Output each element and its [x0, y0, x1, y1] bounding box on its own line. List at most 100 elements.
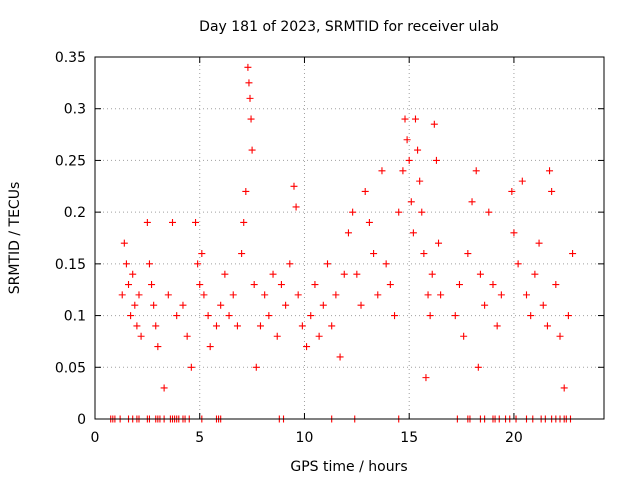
data-point — [319, 301, 327, 309]
data-point — [378, 167, 386, 175]
data-point — [455, 281, 463, 289]
data-point — [303, 343, 311, 351]
data-point — [245, 79, 253, 87]
data-point — [290, 182, 298, 190]
data-point — [221, 270, 229, 278]
data-point — [481, 301, 489, 309]
x-axis-label: GPS time / hours — [290, 459, 407, 475]
data-point — [411, 115, 419, 123]
data-point — [261, 291, 269, 299]
data-point — [548, 187, 556, 195]
data-point — [468, 198, 476, 206]
data-point — [382, 260, 390, 268]
data-point — [273, 332, 281, 340]
y-tick-label: 0.15 — [55, 257, 86, 273]
data-point — [118, 291, 126, 299]
y-tick-label: 0.1 — [64, 309, 86, 325]
data-point — [403, 136, 411, 144]
data-point — [564, 312, 572, 320]
data-point — [485, 208, 493, 216]
data-point — [340, 270, 348, 278]
data-point — [164, 291, 172, 299]
data-point — [474, 363, 482, 371]
data-point — [183, 332, 191, 340]
data-point — [508, 187, 516, 195]
data-point — [311, 281, 319, 289]
data-point — [160, 384, 168, 392]
data-point — [539, 301, 547, 309]
y-tick-label: 0.25 — [55, 153, 86, 169]
data-point — [426, 312, 434, 320]
data-point — [200, 291, 208, 299]
x-tick-label: 10 — [296, 430, 314, 446]
data-point — [298, 322, 306, 330]
data-point — [370, 250, 378, 258]
data-point — [122, 260, 130, 268]
data-point — [422, 374, 430, 382]
data-point — [192, 218, 200, 226]
x-tick-label: 15 — [400, 430, 418, 446]
data-point — [543, 322, 551, 330]
data-point — [437, 291, 445, 299]
data-point — [432, 156, 440, 164]
data-point — [154, 343, 162, 351]
data-point — [416, 177, 424, 185]
data-point — [135, 291, 143, 299]
data-point — [252, 363, 260, 371]
data-point — [395, 208, 403, 216]
data-point — [535, 239, 543, 247]
y-tick-labels: 0 0.05 0.1 0.15 0.2 0.25 0.3 0.35 — [55, 50, 86, 428]
data-point — [328, 322, 336, 330]
data-point — [250, 281, 258, 289]
data-point — [497, 291, 505, 299]
data-point — [552, 281, 560, 289]
data-point — [391, 312, 399, 320]
data-point — [514, 260, 522, 268]
data-point — [148, 281, 156, 289]
y-tick-label: 0.35 — [55, 50, 86, 66]
data-point — [131, 301, 139, 309]
data-point — [476, 270, 484, 278]
data-point — [120, 239, 128, 247]
data-point — [196, 281, 204, 289]
data-point — [198, 250, 206, 258]
data-point — [137, 332, 145, 340]
data-point — [125, 281, 133, 289]
data-point — [374, 291, 382, 299]
data-point — [424, 291, 432, 299]
data-point — [286, 260, 294, 268]
data-point — [129, 270, 137, 278]
data-point — [430, 120, 438, 128]
data-point — [212, 322, 220, 330]
x-tick-label: 0 — [91, 430, 100, 446]
y-tick-label: 0.2 — [64, 205, 86, 221]
data-point — [357, 301, 365, 309]
data-point — [428, 270, 436, 278]
data-point — [248, 146, 256, 154]
plot-area-frame — [94, 56, 605, 420]
data-point — [451, 312, 459, 320]
data-point — [414, 146, 422, 154]
data-point — [399, 167, 407, 175]
data-point — [332, 291, 340, 299]
data-point — [246, 94, 254, 102]
data-point — [386, 281, 394, 289]
data-point — [307, 312, 315, 320]
grid — [95, 57, 604, 419]
data-point — [522, 291, 530, 299]
data-point — [173, 312, 181, 320]
data-points — [107, 63, 577, 423]
data-point — [531, 270, 539, 278]
data-point — [546, 167, 554, 175]
data-point — [187, 363, 195, 371]
data-point — [204, 312, 212, 320]
data-point — [464, 250, 472, 258]
data-point — [152, 322, 160, 330]
data-point — [460, 332, 468, 340]
data-point — [206, 343, 214, 351]
data-point — [527, 312, 535, 320]
data-point — [282, 301, 290, 309]
data-point — [233, 322, 241, 330]
data-point — [269, 270, 277, 278]
